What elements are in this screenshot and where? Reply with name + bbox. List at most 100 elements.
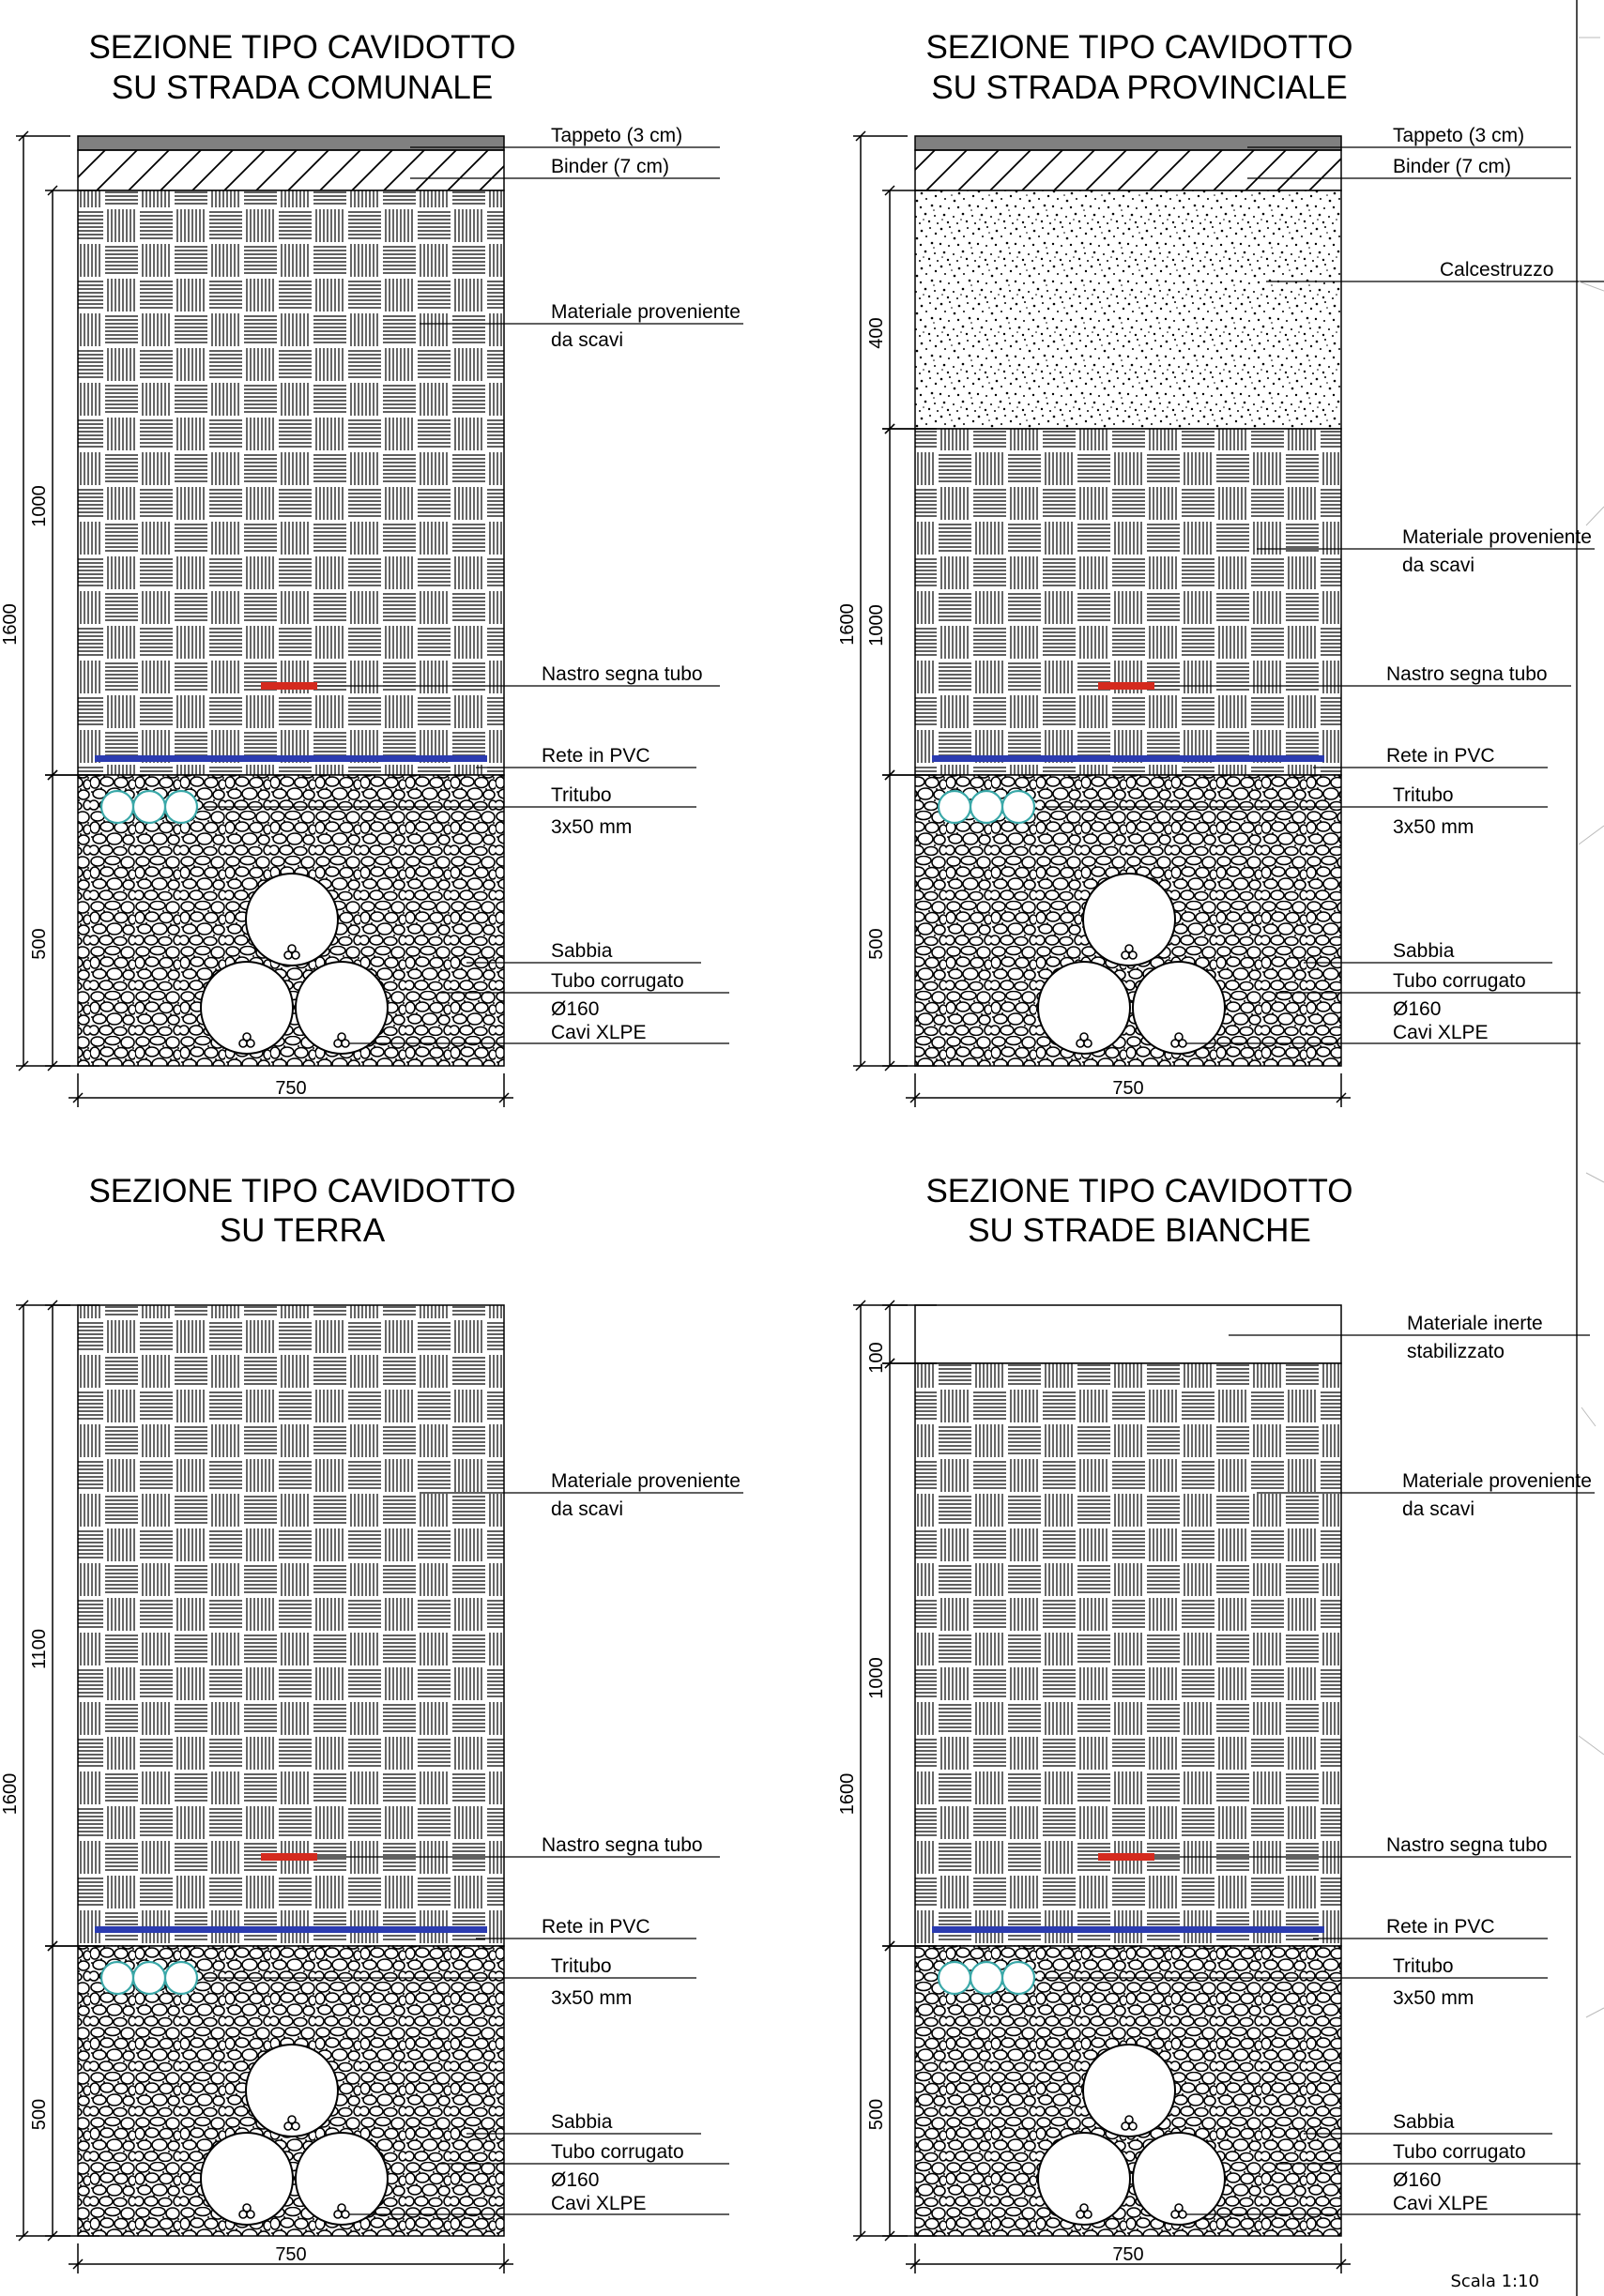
dimension-tick xyxy=(855,2230,866,2242)
callout-text: 3x50 mm xyxy=(551,1987,632,2009)
dimensions: 1600 1100 500 750 xyxy=(0,1300,513,2273)
dimension-label: 1600 xyxy=(0,603,21,646)
dimension-tick xyxy=(855,1300,866,1311)
dimension-tick xyxy=(884,1358,895,1369)
xlpe-cable xyxy=(1174,1032,1184,1042)
corrugated-pipe xyxy=(1132,961,1226,1055)
tritubo-duct xyxy=(131,1960,167,1996)
pvc-net xyxy=(95,1926,487,1933)
pipe-outline xyxy=(1082,2044,1176,2137)
pipe-outline xyxy=(245,2044,339,2137)
cable-label: Cavi XLPE xyxy=(1393,1022,1489,1043)
tritubo-duct xyxy=(937,789,972,825)
xlpe-cable xyxy=(242,2203,252,2212)
dimension-label: 1000 xyxy=(866,1657,887,1699)
callout-tritubo: Tritubo 3x50 mm xyxy=(1042,1955,1548,2009)
xlpe-cable xyxy=(246,1039,255,1048)
callout-text: Rete in PVC xyxy=(542,1916,650,1938)
dimension-label: 750 xyxy=(1112,1078,1143,1099)
callout-text: Tritubo xyxy=(551,1955,612,1977)
pipe-diameter: Ø160 xyxy=(551,2169,599,2191)
callout-sand: Sabbia xyxy=(466,2111,701,2135)
corrugated-pipe xyxy=(295,961,389,1055)
xlpe-cable xyxy=(1083,2210,1092,2219)
dimension-lower: 500 xyxy=(866,769,937,1072)
asphalt-carpet-layer xyxy=(77,135,505,151)
binder-layer xyxy=(914,149,1342,191)
section-title-line: SEZIONE TIPO CAVIDOTTO xyxy=(88,29,515,66)
tritubo-duct xyxy=(1001,789,1036,825)
dimension-label: 1100 xyxy=(29,1629,50,1669)
callout-text: Nastro segna tubo xyxy=(1386,663,1548,685)
callout-text: Rete in PVC xyxy=(1386,1916,1495,1938)
dimensions: 1600 1000 500 400 750 xyxy=(837,130,1351,1107)
pipe-outline xyxy=(295,2132,389,2226)
corrugated-pipe xyxy=(1037,961,1131,1055)
callout-text: Sabbia xyxy=(1393,2111,1455,2133)
dimension-tick xyxy=(18,2230,29,2242)
warning-tape xyxy=(1098,1853,1154,1861)
xlpe-cable xyxy=(291,950,300,960)
dimension-tick xyxy=(498,2258,510,2270)
corrugated-pipe xyxy=(200,2132,294,2226)
tritubo-duct xyxy=(969,1960,1004,1996)
tritubo-duct xyxy=(99,789,135,825)
section-title-line: SEZIONE TIPO CAVIDOTTO xyxy=(925,29,1352,66)
callout-excavated: Materiale proveniente da scavi xyxy=(1257,1470,1595,1520)
callout-text: Sabbia xyxy=(551,940,613,962)
dimension-label: 400 xyxy=(866,317,887,348)
dimension-tick xyxy=(18,1060,29,1072)
callout-tritubo: Tritubo 3x50 mm xyxy=(1042,784,1548,838)
callout-text: Tubo corrugato xyxy=(551,970,684,992)
dimension-tick xyxy=(909,2258,921,2270)
callout-tape: Nastro segna tubo xyxy=(317,1834,720,1858)
tritubo-duct xyxy=(131,789,167,825)
xlpe-cable xyxy=(287,944,297,953)
dimension-label: 500 xyxy=(29,2099,50,2130)
dimension-label: 1000 xyxy=(29,485,50,527)
pipe-outline xyxy=(1037,2132,1131,2226)
callout-text: da scavi xyxy=(551,1498,623,1520)
tritubo-duct xyxy=(937,1960,972,1996)
callout-text: 3x50 mm xyxy=(1393,816,1474,838)
tritubo-duct xyxy=(1001,1960,1036,1996)
section-title-line: SU STRADE BIANCHE xyxy=(968,1212,1311,1249)
callout-text: Materiale inerte xyxy=(1407,1313,1543,1334)
callout-pipe: Tubo corrugato xyxy=(1276,970,1581,994)
pipe-outline xyxy=(295,961,389,1055)
xlpe-cable xyxy=(1079,2203,1089,2212)
dimension-label: 750 xyxy=(1112,2244,1143,2265)
dimension-tick xyxy=(909,1092,921,1103)
xlpe-cable xyxy=(1079,1032,1089,1042)
xlpe-cable xyxy=(287,2115,297,2124)
corrugated-pipe xyxy=(1082,873,1176,966)
corrugated-pipe xyxy=(1037,2132,1131,2226)
pipe-diameter: Ø160 xyxy=(1393,2169,1441,2191)
xlpe-cable xyxy=(291,2121,300,2131)
dimension-top: 100 xyxy=(866,1300,937,1374)
dimension-label: 1600 xyxy=(0,1773,21,1816)
dimension-tick xyxy=(47,1940,58,1952)
dimension-tick xyxy=(884,2230,895,2242)
pipe-outline xyxy=(1037,961,1131,1055)
callout-text: Rete in PVC xyxy=(542,745,650,767)
callout-excavated: Materiale proveniente da scavi xyxy=(420,301,743,351)
callout-text: Calcestruzzo xyxy=(1440,259,1553,281)
pipe-outline xyxy=(1132,961,1226,1055)
callout-sand: Sabbia xyxy=(1304,2111,1552,2135)
pvc-net xyxy=(932,1926,1324,1933)
dimension-tick xyxy=(47,185,58,196)
callout-net: Rete in PVC xyxy=(476,745,696,768)
dimension-label: 1600 xyxy=(837,603,858,646)
callout-text: Tappeto (3 cm) xyxy=(1393,125,1524,146)
dimension-lower: 500 xyxy=(866,1940,937,2242)
warning-tape xyxy=(1098,682,1154,690)
pipe-outline xyxy=(1082,873,1176,966)
callout-aggregate: Materiale inerte stabilizzato xyxy=(1229,1313,1590,1362)
callout-pipe: Tubo corrugato xyxy=(1276,2141,1581,2165)
pipe-diameter: Ø160 xyxy=(1393,998,1441,1020)
callout-pipe: Tubo corrugato xyxy=(438,2141,729,2165)
excavated-fill-layer xyxy=(914,428,1342,776)
